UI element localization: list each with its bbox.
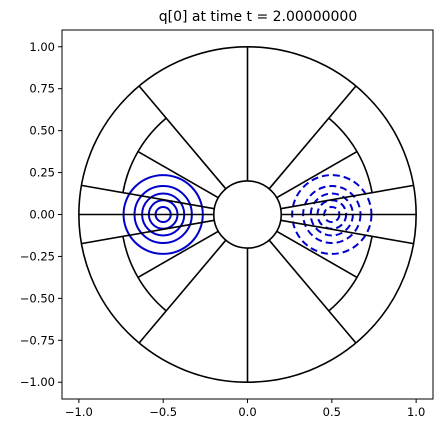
y-tick-label: 0.50 <box>29 124 55 138</box>
mesh-spoke <box>81 184 215 210</box>
mesh-spoke <box>137 150 219 199</box>
x-tick-label: −1.0 <box>65 405 93 419</box>
mesh-arc <box>122 236 167 312</box>
mesh-spoke <box>138 239 227 344</box>
y-tick-label: −0.25 <box>20 249 55 263</box>
plot-title: q[0] at time t = 2.00000000 <box>159 9 358 25</box>
y-axis: −1.00 −0.75 −0.50 −0.25 0.00 0.25 0.50 0.75 1.00 <box>20 40 62 389</box>
mesh-arc <box>328 117 373 193</box>
x-axis: −1.0 −0.5 0.0 0.5 1.0 <box>65 399 425 419</box>
mesh-spoke <box>268 85 357 190</box>
mesh-spoke <box>280 219 414 245</box>
y-tick-label: −0.75 <box>20 333 55 347</box>
mesh-spoke <box>268 239 357 344</box>
mesh <box>78 45 417 384</box>
mesh-spoke <box>137 230 219 279</box>
x-tick-label: 0.5 <box>323 405 341 419</box>
mesh-arc <box>328 236 373 312</box>
x-tick-label: 0.0 <box>238 405 256 419</box>
y-tick-label: 0.75 <box>29 82 55 96</box>
mesh-spoke <box>276 150 358 199</box>
y-tick-label: −0.50 <box>20 291 55 305</box>
inner-boundary <box>212 180 283 249</box>
mesh-spoke <box>276 230 358 279</box>
y-tick-label: 0.00 <box>29 208 55 222</box>
y-tick-label: 0.25 <box>29 166 55 180</box>
y-tick-label: −1.00 <box>20 375 55 389</box>
mesh-spoke <box>138 85 227 190</box>
x-tick-label: −0.5 <box>149 405 177 419</box>
mesh-spoke <box>280 184 414 210</box>
x-tick-label: 1.0 <box>407 405 425 419</box>
y-tick-label: 1.00 <box>29 40 55 54</box>
plot-content <box>78 45 417 384</box>
mesh-spoke <box>81 219 215 245</box>
mesh-arc <box>122 117 167 193</box>
